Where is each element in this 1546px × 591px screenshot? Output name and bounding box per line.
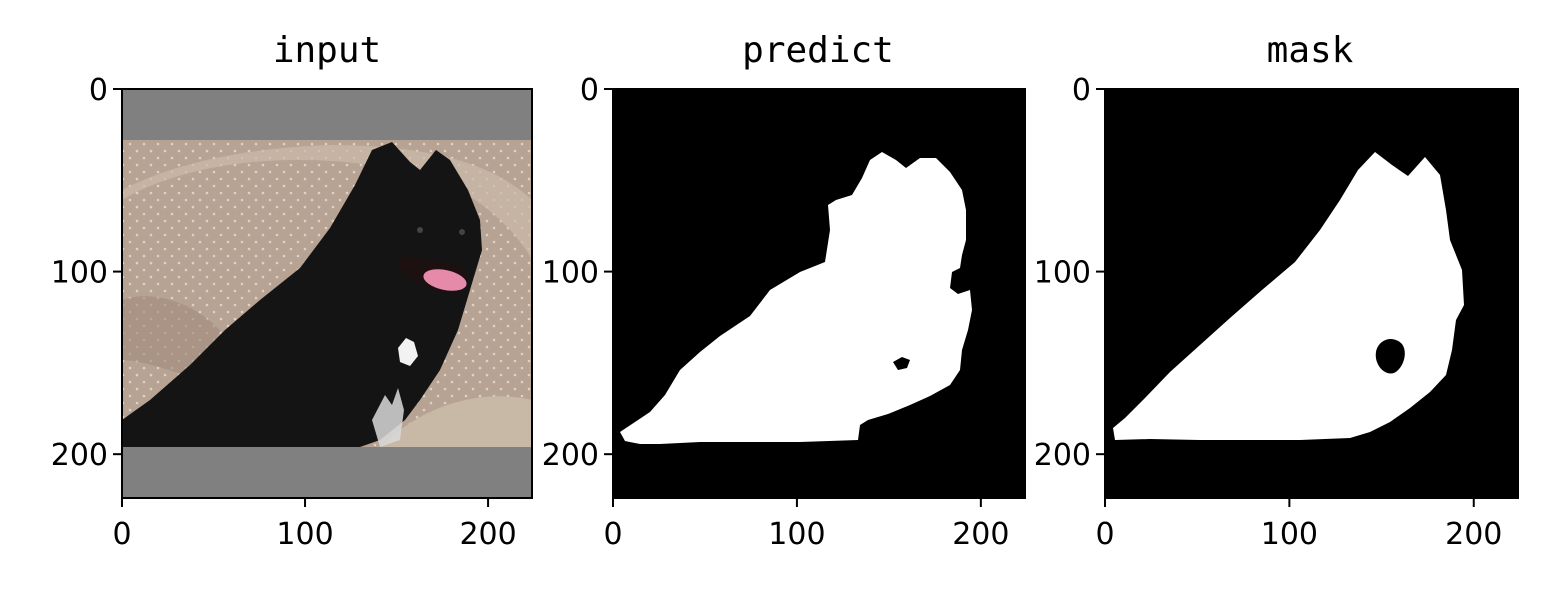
dog-chest-patch [398,338,418,366]
predict-foreground [620,152,972,444]
y-tick-label: 0 [580,73,599,108]
sofa-arm [380,396,532,447]
x-tick-label: 100 [768,517,825,552]
axes-frame [121,88,533,499]
y-tick-label: 200 [51,438,108,473]
y-tick-label: 200 [542,438,599,473]
x-tick-label: 0 [112,517,131,552]
y-tick-label: 0 [89,73,108,108]
dog-silhouette [122,142,482,447]
y-tick-label: 100 [51,256,108,291]
panel-mask: mask 0 100 200 0 100 200 [1034,30,1519,552]
x-tick-label: 200 [1445,517,1502,552]
y-tick-label: 100 [542,256,599,291]
axes-frame [1104,88,1519,499]
mask-foreground [1113,152,1464,440]
panel-title: input [273,30,381,71]
x-tick-label: 0 [1095,517,1114,552]
axes-frame [612,88,1026,499]
dog-tongue [423,269,467,291]
y-tick-label: 200 [1034,438,1091,473]
x-tick-label: 200 [459,517,516,552]
x-tick-label: 0 [603,517,622,552]
panel-predict: predict 0 100 200 0 100 200 [542,30,1026,552]
x-tick-label: 100 [1261,517,1318,552]
input-image [122,89,532,498]
y-tick-label: 0 [1072,73,1091,108]
y-tick-label: 100 [1034,256,1091,291]
panel-input: input 0 100 200 0 100 200 [51,30,533,552]
panel-title: predict [742,30,894,71]
panel-title: mask [1267,30,1354,71]
x-tick-label: 200 [952,517,1009,552]
x-tick-label: 100 [276,517,333,552]
